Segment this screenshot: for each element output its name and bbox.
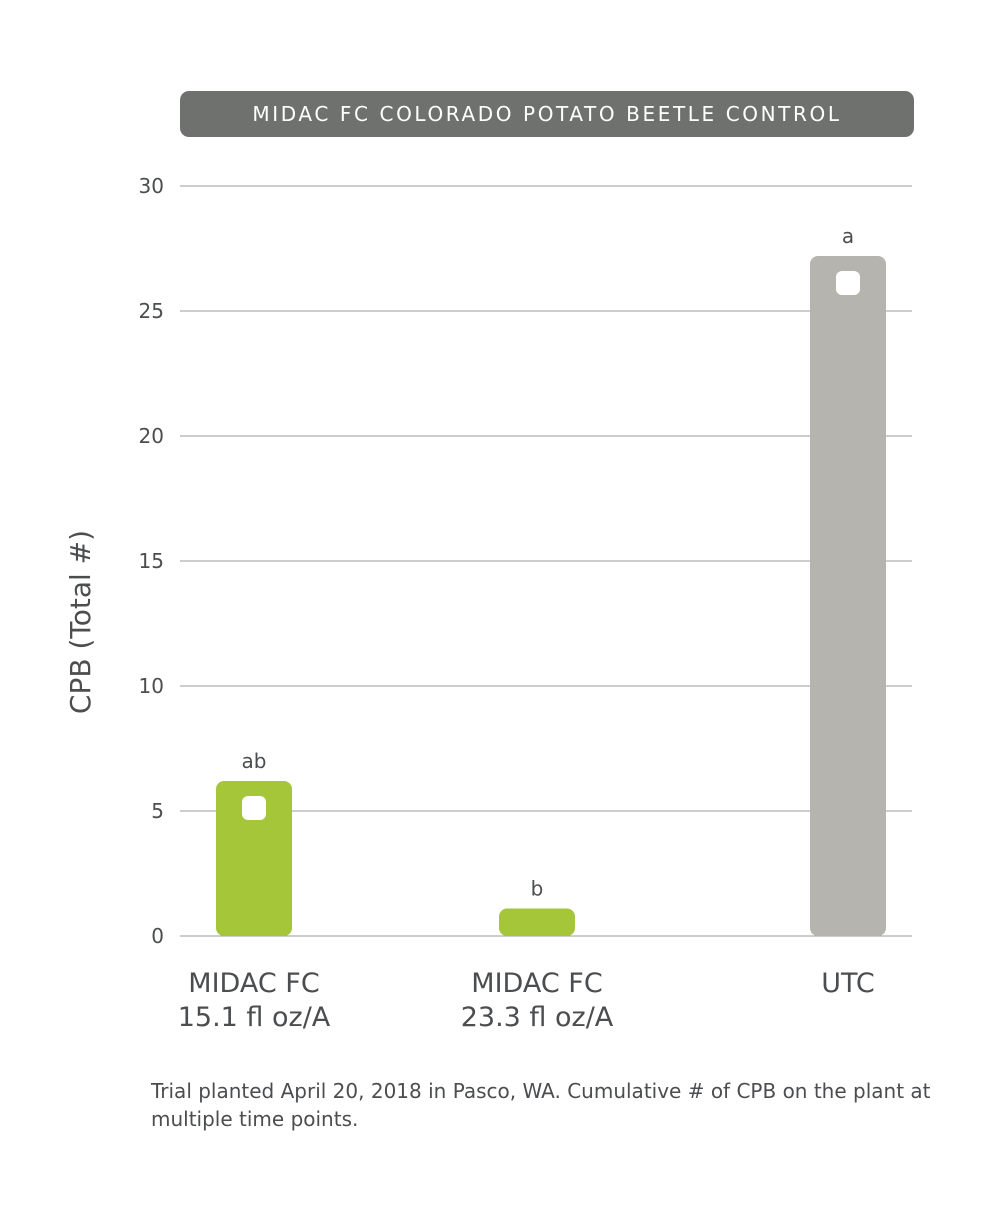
y-axis-label: CPB (Total #) <box>64 530 97 714</box>
bar <box>499 908 575 936</box>
significance-letter: ab <box>242 749 267 773</box>
y-tick-label: 15 <box>139 549 164 573</box>
y-tick-label: 25 <box>139 299 164 323</box>
chart-title: MIDAC FC COLORADO POTATO BEETLE CONTROL <box>252 102 842 126</box>
significance-letter: a <box>842 224 854 248</box>
significance-letters: ab b a <box>242 224 855 901</box>
bars <box>216 256 886 936</box>
gridlines <box>180 185 912 937</box>
x-tick-label: MIDAC FC <box>471 968 602 999</box>
bar <box>810 256 886 936</box>
y-tick-labels: 0 5 10 15 20 25 30 <box>139 174 164 948</box>
chart-title-bar: MIDAC FC COLORADO POTATO BEETLE CONTROL <box>180 91 914 137</box>
y-tick-label: 30 <box>139 174 164 198</box>
x-tick-label: 23.3 fl oz/A <box>461 1002 614 1033</box>
significance-letter: b <box>531 877 544 901</box>
y-tick-label: 0 <box>151 924 164 948</box>
bar-marker <box>836 271 860 295</box>
y-tick-label: 20 <box>139 424 164 448</box>
y-tick-label: 5 <box>151 799 164 823</box>
y-tick-label: 10 <box>139 674 164 698</box>
bar <box>216 781 292 936</box>
x-tick-label: MIDAC FC <box>188 968 319 999</box>
chart-caption: Trial planted April 20, 2018 in Pasco, W… <box>151 1079 931 1131</box>
x-tick-label: UTC <box>821 968 875 999</box>
bar-marker <box>242 796 266 820</box>
x-tick-label: 15.1 fl oz/A <box>178 1002 331 1033</box>
